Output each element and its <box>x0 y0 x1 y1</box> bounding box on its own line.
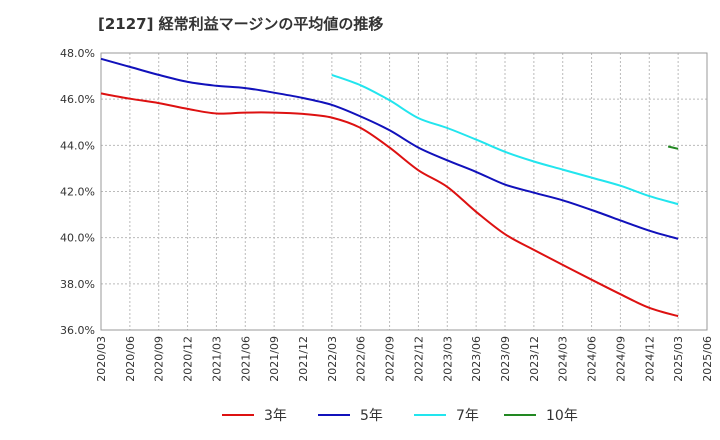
y-tick-label: 36.0% <box>60 324 95 337</box>
x-tick-label: 2022/09 <box>384 336 397 382</box>
y-tick-label: 44.0% <box>60 139 95 152</box>
legend-label: 3年 <box>264 408 287 424</box>
series-line-7年 <box>331 73 679 206</box>
x-tick-label: 2023/06 <box>470 336 483 382</box>
x-tick-label: 2025/06 <box>701 336 714 382</box>
x-tick-label: 2023/09 <box>499 336 512 382</box>
series-line-5年 <box>100 57 679 240</box>
legend-item: 3年 <box>222 402 287 428</box>
x-tick-label: 2023/03 <box>441 336 454 382</box>
chart-title: [2127] 経常利益マージンの平均値の推移 <box>98 15 384 33</box>
series-line-3年 <box>100 92 679 318</box>
legend-label: 7年 <box>456 408 479 424</box>
x-tick-label: 2024/06 <box>586 336 599 382</box>
y-tick-label: 42.0% <box>60 186 95 199</box>
y-tick-label: 48.0% <box>60 47 95 60</box>
x-tick-label: 2024/03 <box>557 336 570 382</box>
legend-label: 10年 <box>546 408 578 424</box>
x-tick-label: 2020/06 <box>124 336 137 382</box>
x-tick-label: 2024/09 <box>614 336 627 382</box>
x-tick-label: 2022/12 <box>412 336 425 382</box>
y-tick-label: 46.0% <box>60 93 95 106</box>
x-tick-label: 2021/06 <box>239 336 252 382</box>
y-tick-label: 40.0% <box>60 232 95 245</box>
x-tick-label: 2023/12 <box>528 336 541 382</box>
legend-swatch <box>504 414 536 416</box>
legend: 3年 5年 7年 10年 <box>0 402 720 428</box>
legend-swatch <box>414 414 446 416</box>
legend-item: 5年 <box>318 402 383 428</box>
x-tick-labels: 2020/03 2020/06 2020/09 2020/12 2021/03 2021/… <box>95 336 714 382</box>
x-tick-label: 2022/06 <box>355 336 368 382</box>
x-tick-label: 2020/09 <box>153 336 166 382</box>
legend-item: 10年 <box>504 402 578 428</box>
legend-label: 5年 <box>360 408 383 424</box>
legend-swatch <box>222 414 254 416</box>
grid <box>101 53 707 330</box>
x-tick-label: 2021/12 <box>297 336 310 382</box>
series-layer <box>100 57 679 318</box>
series-line-10年 <box>667 145 679 150</box>
y-tick-labels: 36.0% 38.0% 40.0% 42.0% 44.0% 46.0% 48.0% <box>60 47 95 337</box>
x-tick-label: 2022/03 <box>326 336 339 382</box>
y-tick-label: 38.0% <box>60 278 95 291</box>
legend-swatch <box>318 414 350 416</box>
legend-item: 7年 <box>414 402 479 428</box>
x-tick-label: 2021/03 <box>210 336 223 382</box>
x-tick-label: 2024/12 <box>643 336 656 382</box>
x-tick-label: 2020/12 <box>182 336 195 382</box>
x-tick-label: 2025/03 <box>672 336 685 382</box>
plot-frame <box>100 52 708 331</box>
x-tick-label: 2020/03 <box>95 336 108 382</box>
x-tick-label: 2021/09 <box>268 336 281 382</box>
